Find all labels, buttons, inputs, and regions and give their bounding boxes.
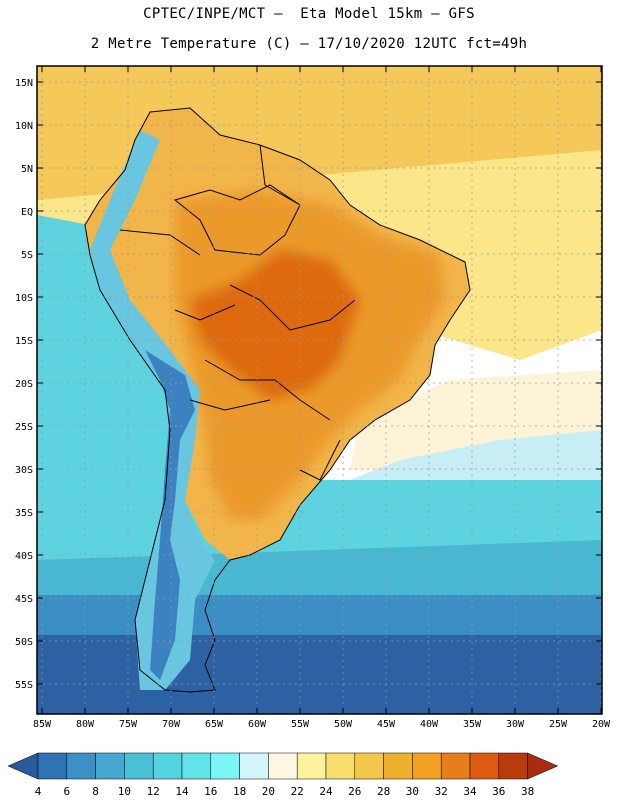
map-title: CPTEC/INPE/MCT – Eta Model 15km – GFS — [143, 6, 475, 22]
colorbar-box — [181, 752, 212, 780]
lat-tick-label: 30S — [15, 465, 33, 476]
colorbar-box — [383, 752, 413, 780]
colorbar-box — [268, 752, 298, 780]
colorbar-label: 12 — [147, 785, 160, 798]
lat-tick-label: 55S — [15, 680, 33, 691]
colorbar-box — [66, 752, 96, 780]
lon-tick-label: 30W — [506, 719, 525, 730]
colorbar-box — [325, 752, 356, 780]
andes-cold-range — [145, 350, 195, 680]
lon-tick-label: 85W — [33, 719, 52, 730]
colorbar-box — [152, 752, 183, 780]
map-frame — [36, 65, 603, 715]
colorbar-box — [239, 752, 269, 780]
colorbar-box — [440, 752, 471, 780]
colorbar-box — [37, 752, 68, 780]
lat-tick-label: 45S — [15, 594, 33, 605]
colorbar-box — [124, 752, 154, 780]
lon-tick-label: 45W — [377, 719, 396, 730]
colorbar-label: 28 — [377, 785, 390, 798]
colorbar-box — [354, 752, 384, 780]
ocean-mid-band — [37, 595, 602, 640]
colorbar-label: 6 — [63, 785, 70, 798]
temperature-colorbar: 4 6 8 10 12 14 16 18 20 22 24 26 28 30 32 34 36 38 — [7, 752, 559, 798]
lon-tick-label: 65W — [205, 719, 224, 730]
colorbar-label: 16 — [204, 785, 217, 798]
lon-tick-label: 40W — [420, 719, 439, 730]
colorbar-label: 18 — [233, 785, 246, 798]
lat-tick-label: EQ — [21, 207, 33, 218]
colorbar-box — [210, 752, 240, 780]
colorbar-label: 34 — [463, 785, 477, 798]
colorbar-box — [469, 752, 500, 780]
lon-tick-label: 20W — [592, 719, 611, 730]
ocean-deep-band — [37, 635, 602, 714]
temperature-field — [37, 66, 602, 714]
map-subtitle: 2 Metre Temperature (C) – 17/10/2020 12U… — [90, 36, 528, 52]
lat-tick-label: 15S — [15, 336, 33, 347]
colorbar-label: 4 — [35, 785, 42, 798]
colorbar-label: 14 — [175, 785, 189, 798]
lat-tick-label: 35S — [15, 508, 33, 519]
lat-tick-label: 5S — [21, 250, 33, 261]
colorbar-label: 30 — [406, 785, 419, 798]
colorbar-label: 32 — [435, 785, 448, 798]
colorbar-label: 22 — [291, 785, 304, 798]
lon-tick-label: 55W — [291, 719, 310, 730]
lon-tick-label: 25W — [549, 719, 568, 730]
longitude-axis: 85W 80W 75W 70W 65W 60W 55W 50W 45W 40W 35W 30W 25W 2… — [33, 66, 611, 730]
colorbar-max-arrow — [527, 752, 559, 780]
colorbar-label: 24 — [319, 785, 333, 798]
lat-tick-label: 5N — [21, 164, 33, 175]
lon-tick-label: 35W — [463, 719, 482, 730]
latitude-axis: 15N 10N 5N EQ 5S 10S 15S 20S 25S 30S 35S 40S 45S 50S 5… — [15, 78, 602, 691]
colorbar-label: 8 — [92, 785, 99, 798]
colorbar-box — [498, 752, 528, 780]
colorbar-box — [95, 752, 125, 780]
colorbar-label: 38 — [521, 785, 534, 798]
graticule — [37, 66, 602, 714]
ocean-pacific-cyan — [37, 215, 170, 480]
colorbar-label: 36 — [492, 785, 505, 798]
lon-tick-label: 70W — [162, 719, 181, 730]
colorbar-box — [412, 752, 442, 780]
lat-tick-label: 10S — [15, 293, 33, 304]
colorbar-min-arrow — [7, 752, 39, 780]
lon-tick-label: 75W — [119, 719, 138, 730]
lat-tick-label: 15N — [15, 78, 33, 89]
colorbar-box — [296, 752, 327, 780]
lon-tick-label: 60W — [248, 719, 267, 730]
lat-tick-label: 25S — [15, 422, 33, 433]
lat-tick-label: 50S — [15, 637, 33, 648]
country-borders — [84, 107, 471, 693]
lat-tick-label: 10N — [15, 121, 33, 132]
andes-cool-range — [90, 130, 215, 690]
lon-tick-label: 80W — [76, 719, 95, 730]
colorbar-label: 10 — [118, 785, 131, 798]
lat-tick-label: 40S — [15, 551, 33, 562]
lat-tick-label: 20S — [15, 379, 33, 390]
land-hot-area — [190, 250, 360, 400]
colorbar-label: 26 — [348, 785, 361, 798]
lon-tick-label: 50W — [334, 719, 353, 730]
colorbar-label: 20 — [262, 785, 275, 798]
